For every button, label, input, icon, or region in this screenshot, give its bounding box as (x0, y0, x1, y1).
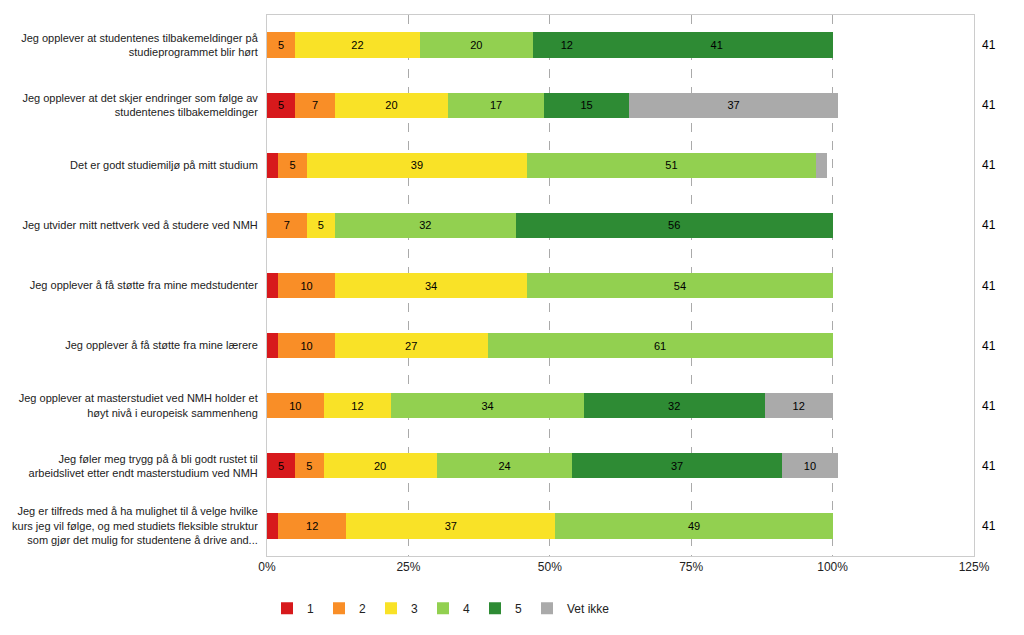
svg-text:7: 7 (312, 99, 318, 111)
svg-text:5: 5 (278, 99, 284, 111)
svg-text:5: 5 (278, 460, 284, 472)
svg-text:3: 3 (411, 602, 418, 616)
svg-text:Jeg føler meg trygg på å bli g: Jeg føler meg trygg på å bli godt rustet… (29, 453, 258, 479)
svg-text:Vet ikke: Vet ikke (567, 602, 609, 616)
svg-text:41: 41 (982, 38, 996, 52)
svg-text:41: 41 (982, 459, 996, 473)
svg-text:41: 41 (982, 399, 996, 413)
svg-text:20: 20 (470, 39, 482, 51)
svg-text:20: 20 (374, 460, 386, 472)
svg-text:49: 49 (688, 520, 700, 532)
svg-text:20: 20 (385, 99, 397, 111)
svg-text:Jeg opplever å få støtte fra m: Jeg opplever å få støtte fra mine lærere (65, 339, 258, 351)
svg-text:61: 61 (654, 340, 666, 352)
svg-text:5: 5 (289, 159, 295, 171)
svg-text:12: 12 (793, 400, 805, 412)
svg-text:5: 5 (515, 602, 522, 616)
svg-text:25%: 25% (396, 560, 420, 574)
svg-text:100%: 100% (817, 560, 848, 574)
svg-text:Jeg opplever at masterstudiet: Jeg opplever at masterstudiet ved NMH ho… (19, 392, 258, 418)
svg-text:2: 2 (359, 602, 366, 616)
svg-text:39: 39 (411, 159, 423, 171)
svg-text:10: 10 (289, 400, 301, 412)
svg-text:4: 4 (463, 602, 470, 616)
svg-text:54: 54 (674, 280, 686, 292)
svg-text:41: 41 (982, 218, 996, 232)
svg-text:12: 12 (561, 39, 573, 51)
svg-text:51: 51 (665, 159, 677, 171)
svg-text:37: 37 (727, 99, 739, 111)
svg-text:1: 1 (307, 602, 314, 616)
svg-text:Jeg er tilfreds med å ha mulig: Jeg er tilfreds med å ha mulighet til å … (12, 505, 258, 546)
svg-text:12: 12 (351, 400, 363, 412)
svg-text:Jeg opplever å få støtte fra m: Jeg opplever å få støtte fra mine medstu… (30, 279, 258, 291)
svg-text:10: 10 (300, 340, 312, 352)
svg-text:15: 15 (580, 99, 592, 111)
svg-text:32: 32 (419, 219, 431, 231)
svg-text:41: 41 (982, 98, 996, 112)
svg-text:7: 7 (284, 219, 290, 231)
svg-text:Jeg opplever at studentenes ti: Jeg opplever at studentenes tilbakemeldi… (21, 32, 259, 58)
svg-text:Det er godt studiemiljø på mit: Det er godt studiemiljø på mitt studium (70, 159, 258, 171)
svg-text:10: 10 (804, 460, 816, 472)
svg-text:41: 41 (982, 519, 996, 533)
svg-text:27: 27 (405, 340, 417, 352)
svg-text:37: 37 (445, 520, 457, 532)
svg-text:Jeg opplever at det skjer endr: Jeg opplever at det skjer endringer som … (22, 92, 258, 118)
svg-text:41: 41 (711, 39, 723, 51)
svg-text:5: 5 (306, 460, 312, 472)
svg-text:75%: 75% (679, 560, 703, 574)
svg-text:41: 41 (982, 158, 996, 172)
svg-text:56: 56 (668, 219, 680, 231)
svg-text:5: 5 (278, 39, 284, 51)
svg-text:5: 5 (318, 219, 324, 231)
svg-text:22: 22 (351, 39, 363, 51)
svg-text:34: 34 (481, 400, 493, 412)
svg-text:37: 37 (671, 460, 683, 472)
svg-text:41: 41 (982, 279, 996, 293)
svg-text:125%: 125% (959, 560, 990, 574)
svg-text:0%: 0% (258, 560, 276, 574)
svg-text:Jeg utvider mitt nettverk ved: Jeg utvider mitt nettverk ved å studere … (22, 219, 257, 231)
svg-text:10: 10 (300, 280, 312, 292)
svg-text:41: 41 (982, 339, 996, 353)
svg-text:50%: 50% (538, 560, 562, 574)
svg-text:24: 24 (498, 460, 510, 472)
svg-text:17: 17 (490, 99, 502, 111)
svg-text:12: 12 (306, 520, 318, 532)
svg-text:32: 32 (668, 400, 680, 412)
svg-text:34: 34 (425, 280, 437, 292)
